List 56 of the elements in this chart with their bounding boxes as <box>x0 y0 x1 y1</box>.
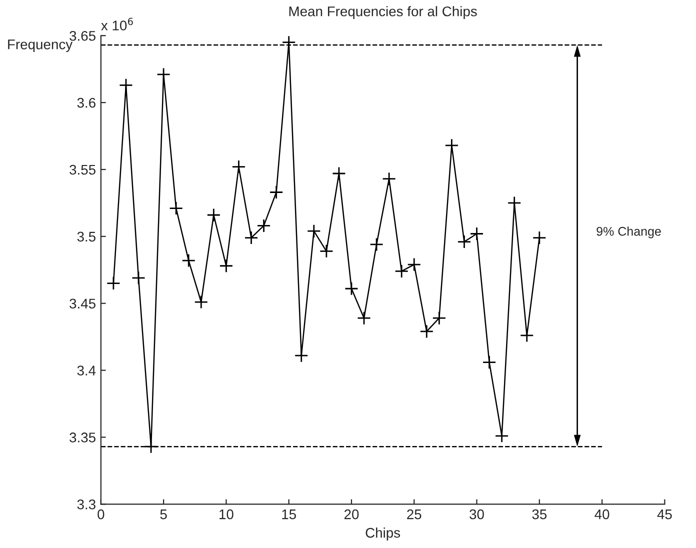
y-tick-label: 3.5 <box>77 232 96 242</box>
annotation: 9% Change <box>596 226 661 238</box>
point <box>256 218 271 233</box>
point <box>194 295 208 309</box>
y-tick-label: 3.55 <box>70 164 96 175</box>
point <box>306 224 321 238</box>
point <box>282 36 296 50</box>
point <box>332 166 346 180</box>
text: x 10$^{6}$ <box>101 18 133 30</box>
point <box>294 348 308 363</box>
x-tick-label: 10 <box>220 509 234 520</box>
point <box>370 238 384 252</box>
point <box>169 201 184 216</box>
point <box>219 258 234 273</box>
point <box>182 254 196 268</box>
point <box>394 264 409 278</box>
x-tick-label: 35 <box>532 509 547 520</box>
y-tick-label: 3.35 <box>70 432 96 442</box>
point <box>269 185 284 200</box>
point <box>457 234 472 249</box>
x-tick-label: 0 <box>98 509 104 520</box>
point <box>382 172 396 186</box>
x-tick-label: 30 <box>470 509 484 520</box>
y-tick-label: 3.4 <box>77 366 96 376</box>
point <box>132 270 146 285</box>
point <box>407 258 422 272</box>
point <box>494 428 509 443</box>
point <box>144 440 158 454</box>
x-tick-label: 20 <box>344 509 359 520</box>
point <box>206 208 221 222</box>
x-tick-label: 15 <box>282 510 296 520</box>
point <box>482 355 496 370</box>
point <box>470 226 484 241</box>
x-tick-label: 45 <box>657 510 672 520</box>
point <box>532 230 546 245</box>
x-tick-label: 40 <box>594 509 610 520</box>
point <box>520 328 534 342</box>
x-axis-title: Chips <box>366 528 400 540</box>
y-tick-label: 3.3 <box>77 499 96 510</box>
point <box>106 276 120 290</box>
point <box>244 230 258 245</box>
x-tick-label: 25 <box>407 509 422 520</box>
y-axis-title: Frequency <box>8 40 73 52</box>
point <box>420 324 434 338</box>
y-tick-label: 3.6 <box>77 98 96 108</box>
y-tick-label: 3.65 <box>70 30 96 41</box>
point <box>432 311 446 326</box>
x-tick-label: 5 <box>160 510 167 520</box>
point <box>156 67 171 82</box>
chart-title: Mean Frequencies for al Chips <box>289 6 477 20</box>
point <box>357 311 371 326</box>
point <box>319 244 334 258</box>
point <box>119 78 133 92</box>
point <box>232 160 246 174</box>
point <box>344 282 358 296</box>
y-tick-label: 3.45 <box>70 298 96 309</box>
